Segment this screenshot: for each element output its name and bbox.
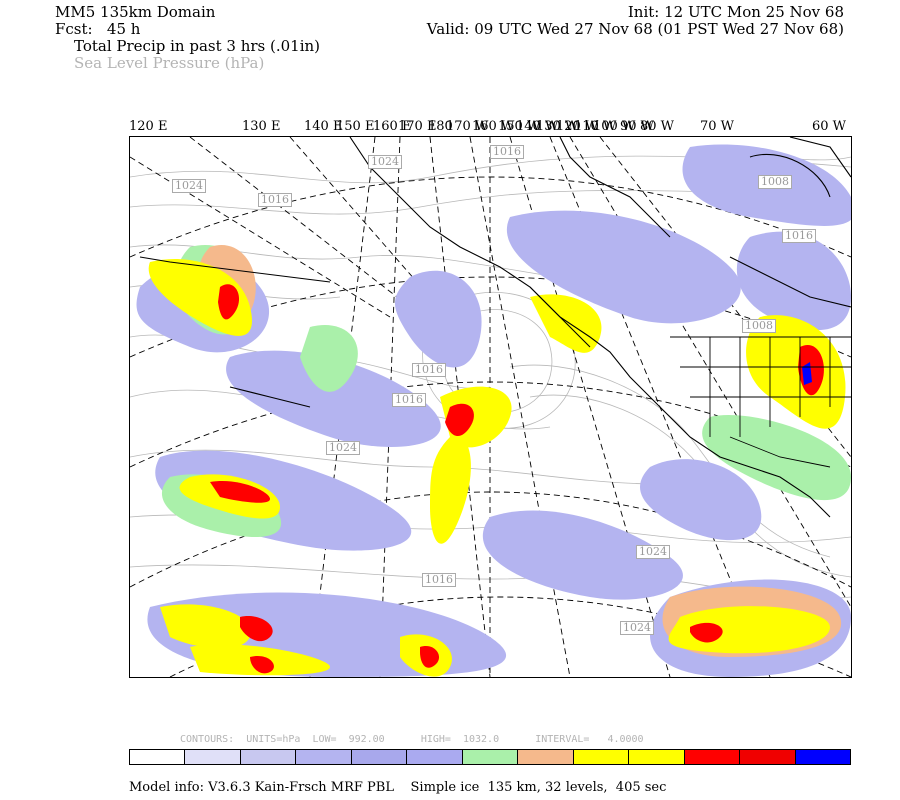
color-scale: [129, 749, 851, 765]
pressure-label: 1016: [258, 193, 292, 207]
pressure-label: 1008: [758, 175, 792, 189]
color-swatch: [573, 750, 630, 764]
pressure-label: 1016: [412, 363, 446, 377]
lon-label: 70 W: [700, 119, 735, 134]
lon-label: 80 W: [640, 119, 675, 134]
contour-info: CONTOURS: UNITS=hPa LOW= 992.00 HIGH= 10…: [180, 734, 644, 745]
precip-yellow: [148, 259, 846, 677]
pressure-label: 1016: [422, 573, 456, 587]
pressure-label: 1024: [636, 545, 670, 559]
lon-label: 100 W: [593, 119, 636, 134]
color-swatch: [407, 750, 463, 764]
color-swatch: [240, 750, 297, 764]
lon-label: 60 W: [812, 119, 847, 134]
lon-label: 140 E: [304, 119, 343, 134]
pressure-label: 1024: [172, 179, 206, 193]
color-swatch: [296, 750, 352, 764]
lon-label: 130 W: [536, 119, 579, 134]
color-swatch: [795, 750, 851, 764]
lon-label: 90 W: [620, 119, 655, 134]
forecast-label: Fcst: 45 h: [55, 21, 140, 37]
color-swatch: [130, 750, 186, 764]
lon-label: 120 W: [556, 119, 599, 134]
pressure-label: 1016: [490, 145, 524, 159]
color-swatch: [185, 750, 241, 764]
color-swatch: [351, 750, 408, 764]
lon-label: 160 E: [373, 119, 412, 134]
pressure-label: 1024: [326, 441, 360, 455]
map-panel: 1024 1016 1008 1024 1016 1008 1016 1016 …: [129, 136, 852, 678]
fcst-label: Fcst:: [55, 20, 93, 38]
pressure-label: 1008: [742, 319, 776, 333]
lon-label: 130 E: [242, 119, 281, 134]
precip-blue-max: [802, 362, 812, 385]
lon-label: 180: [428, 119, 453, 134]
lon-label: 150 E: [336, 119, 375, 134]
pressure-label: 1016: [782, 229, 816, 243]
field-title: Total Precip in past 3 hrs (.01in): [74, 37, 321, 55]
color-swatch: [462, 750, 519, 764]
lon-label: 110 W: [574, 119, 617, 134]
lon-label: 170 E: [398, 119, 437, 134]
color-swatch: [518, 750, 574, 764]
pressure-label: 1024: [368, 155, 402, 169]
lon-label: 170 W: [446, 119, 489, 134]
valid-time: Valid: 09 UTC Wed 27 Nov 68 (01 PST Wed …: [426, 20, 844, 38]
pressure-label: 1024: [620, 621, 654, 635]
color-swatch: [740, 750, 796, 764]
coastlines: [139, 137, 851, 518]
lon-label: 140 W: [516, 119, 559, 134]
fcst-value: 45 h: [106, 20, 141, 38]
color-swatch: [684, 750, 741, 764]
color-swatch: [629, 750, 685, 764]
pressure-label: 1016: [392, 393, 426, 407]
lon-label: 160 W: [472, 119, 515, 134]
init-time: Init: 12 UTC Mon 25 Nov 68: [627, 3, 844, 21]
state-borders: [670, 336, 851, 468]
field-subtitle: Sea Level Pressure (hPa): [74, 54, 265, 72]
lon-label: 150 W: [498, 119, 541, 134]
lon-label: 120 E: [129, 119, 168, 134]
domain-title: MM5 135km Domain: [55, 3, 216, 21]
model-info: Model info: V3.6.3 Kain-Frsch MRF PBL Si…: [129, 780, 667, 795]
precip-map: [130, 137, 851, 677]
